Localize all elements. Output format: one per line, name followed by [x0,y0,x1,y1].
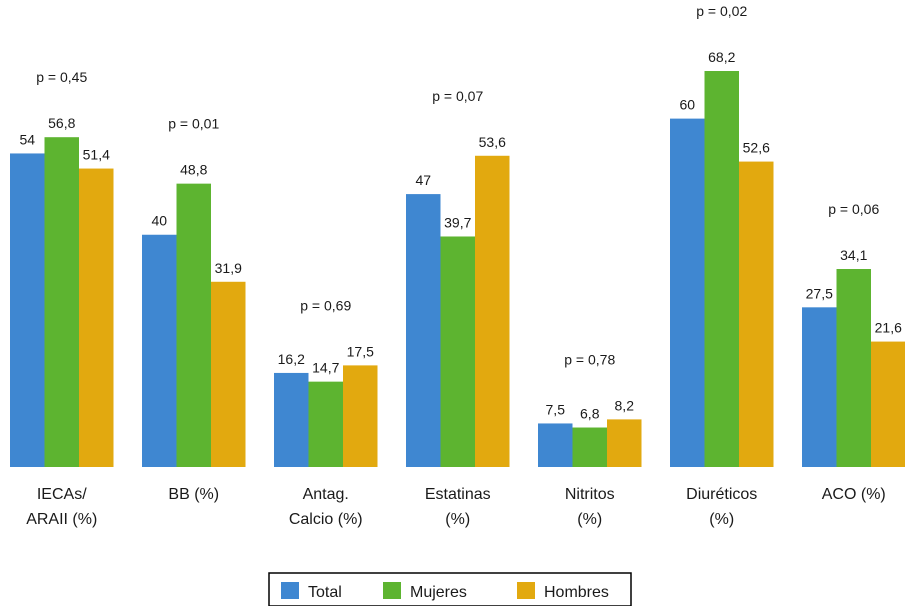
data-label-total-3: 47 [415,172,431,188]
data-label-hombres-1: 31,9 [215,260,242,276]
category-label-0-line-0: IECAs/ [37,486,87,503]
bar-hombres-4 [607,419,642,467]
p-value-label-1: p = 0,01 [168,116,219,132]
data-label-mujeres-3: 39,7 [444,214,471,230]
bar-mujeres-2 [308,381,343,467]
category-label-1-line-0: BB (%) [168,486,219,503]
bar-hombres-3 [475,155,510,467]
p-value-label-4: p = 0,78 [564,351,615,367]
bar-mujeres-0 [44,137,79,467]
p-value-label-5: p = 0,02 [696,3,747,19]
bars-layer [10,71,905,468]
bar-mujeres-3 [440,236,475,467]
data-label-total-0: 54 [19,131,35,147]
category-label-4-line-0: Nitritos [565,486,615,503]
bar-total-0 [10,153,45,468]
bar-mujeres-1 [176,183,211,468]
category-label-3-line-0: Estatinas [425,486,491,503]
legend-swatch-mujeres [383,582,401,599]
p-value-label-0: p = 0,45 [36,69,87,85]
bar-total-1 [142,234,177,467]
legend-label-hombres: Hombres [544,584,609,601]
data-label-total-2: 16,2 [278,351,305,367]
data-label-mujeres-2: 14,7 [312,360,339,376]
bar-total-2 [274,372,309,467]
data-label-hombres-6: 21,6 [875,320,902,336]
data-label-total-5: 60 [679,97,695,113]
bar-hombres-2 [343,365,378,467]
bar-total-3 [406,194,441,467]
category-label-2-line-0: Antag. [303,486,349,503]
data-label-hombres-5: 52,6 [743,140,770,156]
data-label-hombres-3: 53,6 [479,134,506,150]
bar-hombres-1 [211,281,246,467]
data-label-total-1: 40 [151,213,167,229]
data-label-total-6: 27,5 [806,285,833,301]
bar-hombres-0 [79,168,114,467]
bar-mujeres-6 [836,269,871,467]
bar-total-6 [802,307,837,467]
category-label-0-line-1: ARAII (%) [26,511,97,528]
legend-swatch-total [281,582,299,599]
category-label-4-line-1: (%) [577,511,602,528]
p-value-label-6: p = 0,06 [828,201,879,217]
bar-mujeres-4 [572,427,607,467]
category-label-3-line-1: (%) [445,511,470,528]
legend-swatch-hombres [517,582,535,599]
data-label-hombres-2: 17,5 [347,343,374,359]
p-value-label-3: p = 0,07 [432,88,483,104]
legend-frame [268,572,632,606]
data-label-mujeres-0: 56,8 [48,115,75,131]
category-label-5-line-1: (%) [709,511,734,528]
bar-total-4 [538,423,573,467]
category-label-2-line-1: Calcio (%) [289,511,363,528]
data-label-hombres-0: 51,4 [83,147,110,163]
data-label-mujeres-6: 34,1 [840,247,867,263]
data-label-total-4: 7,5 [546,401,566,417]
bar-hombres-5 [739,161,774,468]
legend-label-total: Total [308,584,342,601]
data-label-mujeres-1: 48,8 [180,162,207,178]
data-label-mujeres-4: 6,8 [580,406,600,422]
p-value-label-2: p = 0,69 [300,297,351,313]
category-label-5-line-0: Diuréticos [686,486,757,503]
bar-mujeres-5 [704,71,739,467]
data-label-hombres-4: 8,2 [615,397,635,413]
legend-label-mujeres: Mujeres [410,584,467,601]
bar-hombres-6 [871,341,905,467]
category-label-6-line-0: ACO (%) [822,486,886,503]
bar-total-5 [670,118,705,467]
data-label-mujeres-5: 68,2 [708,49,735,65]
labels-layer: 54 56,8 51,4 p = 0,45 IECAs/ARAII (%) 40 48,8 3… [19,3,902,528]
legend: Total Mujeres Hombres [268,572,632,606]
